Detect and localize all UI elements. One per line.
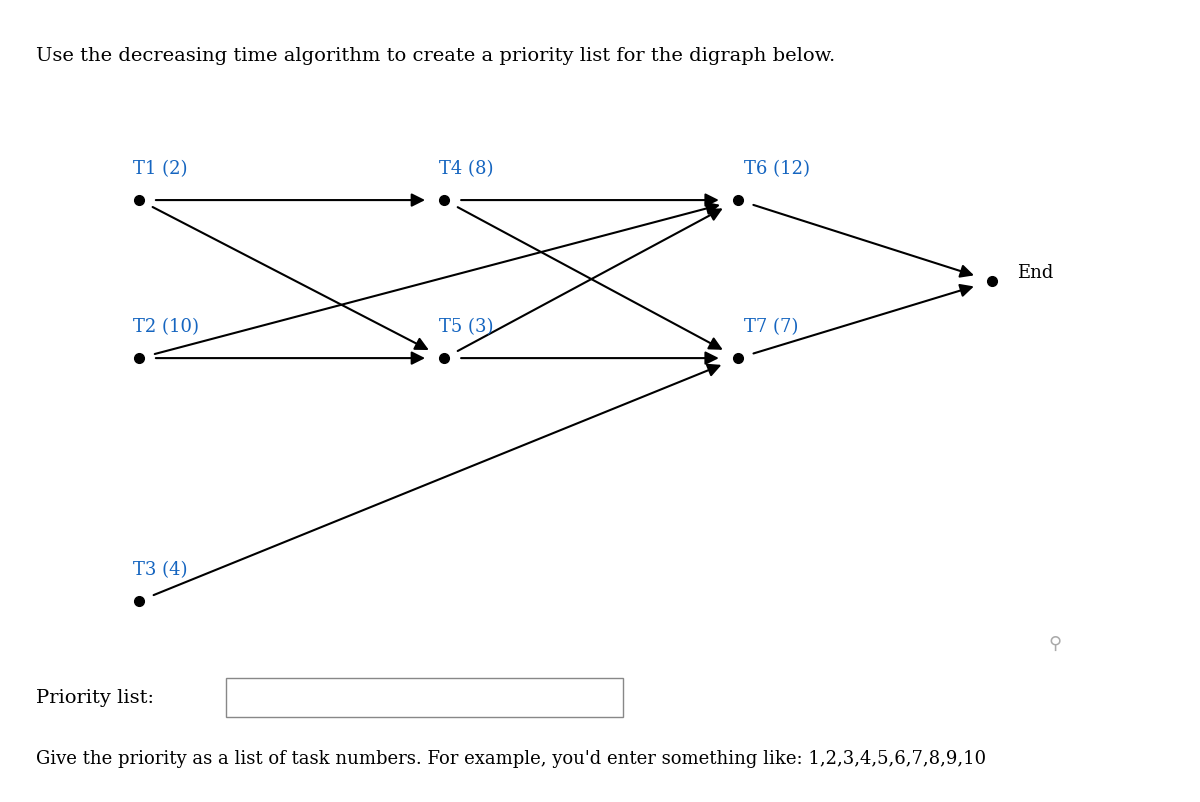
Text: T3 (4): T3 (4) (133, 560, 188, 578)
Text: ⚲: ⚲ (1049, 634, 1062, 653)
Text: T1 (2): T1 (2) (133, 160, 188, 178)
Text: Give the priority as a list of task numbers. For example, you'd enter something : Give the priority as a list of task numb… (36, 749, 985, 767)
Bar (226, 678, 623, 717)
Text: Use the decreasing time algorithm to create a priority list for the digraph belo: Use the decreasing time algorithm to cre… (36, 47, 835, 65)
Text: T2 (10): T2 (10) (133, 318, 199, 335)
Text: End: End (1018, 264, 1054, 282)
Text: T7 (7): T7 (7) (744, 318, 798, 335)
Text: Priority list:: Priority list: (36, 688, 154, 707)
Text: T6 (12): T6 (12) (744, 160, 810, 178)
Text: T5 (3): T5 (3) (439, 318, 493, 335)
Text: T4 (8): T4 (8) (439, 160, 493, 178)
